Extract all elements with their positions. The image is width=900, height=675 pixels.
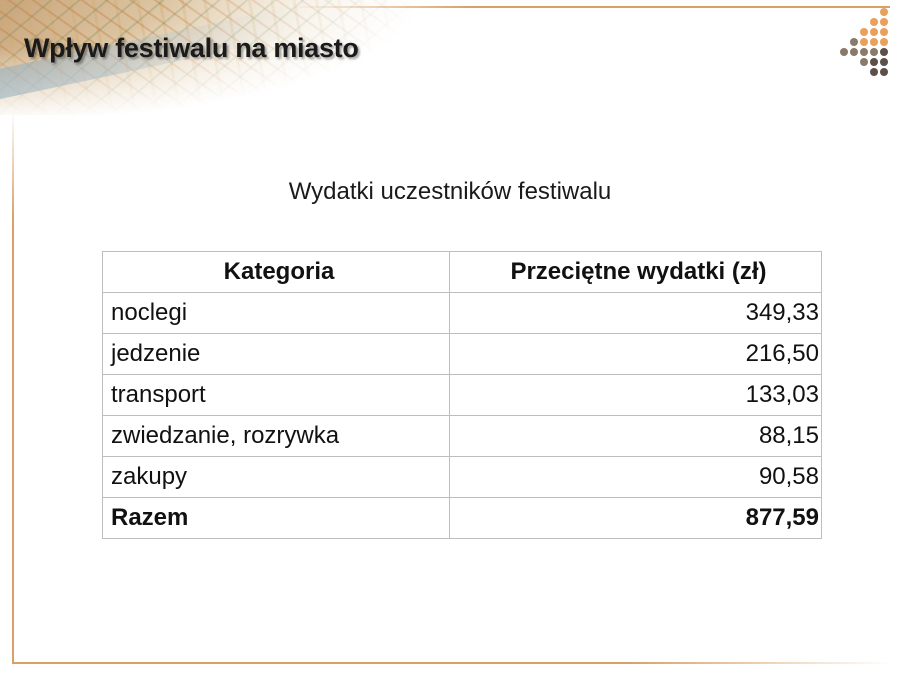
- row-value: 90,58: [449, 456, 822, 498]
- table-row: zakupy 90,58: [102, 456, 822, 498]
- frame-line-top: [290, 6, 890, 8]
- row-category: noclegi: [102, 292, 450, 334]
- table-row: jedzenie 216,50: [102, 333, 822, 375]
- decorative-dot: [870, 68, 878, 76]
- frame-line-left: [12, 110, 14, 662]
- decorative-dot: [840, 48, 848, 56]
- row-category: jedzenie: [102, 333, 450, 375]
- frame-line-bottom: [12, 662, 892, 664]
- decorative-dot: [880, 28, 888, 36]
- row-category: zakupy: [102, 456, 450, 498]
- table-row: noclegi 349,33: [102, 292, 822, 334]
- row-value: 133,03: [449, 374, 822, 416]
- header-category: Kategoria: [102, 251, 450, 293]
- table-total-row: Razem 877,59: [102, 497, 822, 539]
- decorative-dot: [880, 68, 888, 76]
- dot-cluster-graphic: [840, 8, 896, 84]
- decorative-dot: [880, 8, 888, 16]
- decorative-dot: [860, 38, 868, 46]
- decorative-dot: [880, 38, 888, 46]
- decorative-dot: [870, 58, 878, 66]
- decorative-dot: [880, 58, 888, 66]
- table-row: zwiedzanie, rozrywka 88,15: [102, 415, 822, 457]
- decorative-dot: [860, 28, 868, 36]
- total-label: Razem: [102, 497, 450, 539]
- decorative-dot: [860, 58, 868, 66]
- decorative-dot: [850, 38, 858, 46]
- total-value: 877,59: [449, 497, 822, 539]
- row-value: 216,50: [449, 333, 822, 375]
- header-average-expense: Przeciętne wydatki (zł): [449, 251, 822, 293]
- decorative-dot: [880, 18, 888, 26]
- slide-title: Wpływ festiwalu na miasto: [24, 33, 359, 63]
- decorative-dot: [870, 18, 878, 26]
- decorative-dot: [870, 28, 878, 36]
- decorative-dot: [880, 48, 888, 56]
- row-category: zwiedzanie, rozrywka: [102, 415, 450, 457]
- decorative-dot: [870, 38, 878, 46]
- decorative-dot: [860, 48, 868, 56]
- decorative-dot: [850, 48, 858, 56]
- table-row: transport 133,03: [102, 374, 822, 416]
- row-value: 349,33: [449, 292, 822, 334]
- table-caption: Wydatki uczestników festiwalu: [288, 178, 612, 205]
- expenses-table: Kategoria Przeciętne wydatki (zł) nocleg…: [102, 251, 822, 539]
- row-category: transport: [102, 374, 450, 416]
- decorative-dot: [870, 48, 878, 56]
- row-value: 88,15: [449, 415, 822, 457]
- table-header-row: Kategoria Przeciętne wydatki (zł): [102, 251, 822, 293]
